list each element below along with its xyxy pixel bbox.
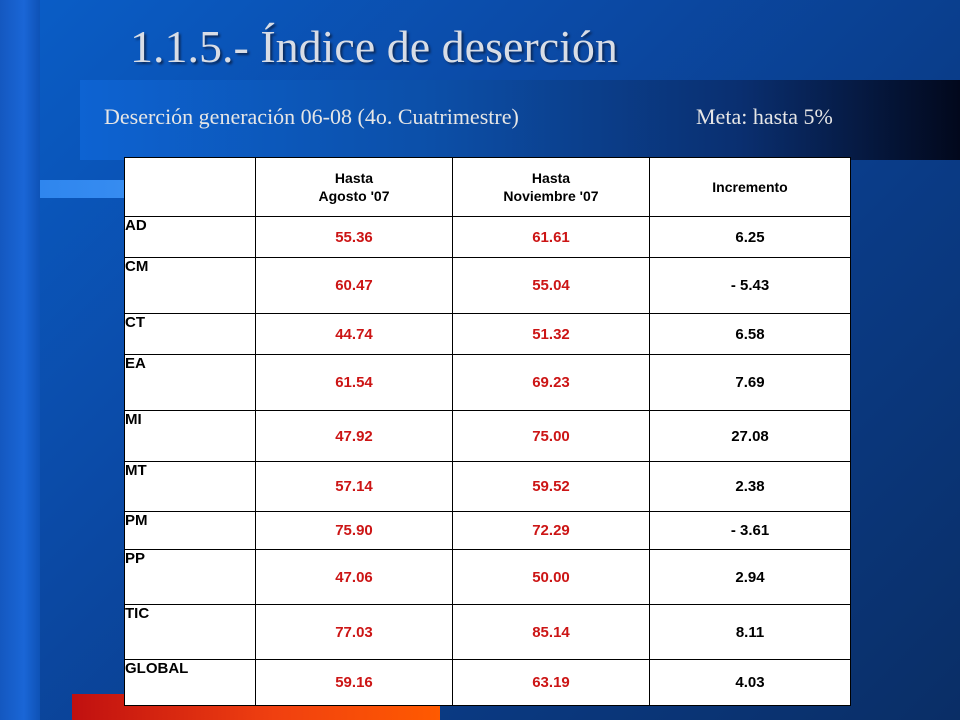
- header-agosto: Hasta Agosto '07: [255, 157, 453, 217]
- cell-noviembre: 51.32: [452, 313, 650, 355]
- table-row: GLOBAL 59.16 63.19 4.03: [124, 659, 851, 706]
- cell-agosto: 47.06: [255, 549, 453, 605]
- header-agosto-line1: Hasta: [334, 170, 374, 186]
- header-incremento: Incremento: [649, 157, 851, 217]
- header-agosto-line2: Agosto '07: [318, 188, 390, 204]
- row-label: EA: [124, 354, 256, 411]
- cell-incremento: 4.03: [649, 659, 851, 706]
- header-noviembre: Hasta Noviembre '07: [452, 157, 650, 217]
- header-incremento-label: Incremento: [712, 179, 788, 195]
- row-label: PM: [124, 511, 256, 550]
- cell-incremento: 8.11: [649, 604, 851, 660]
- header-corner: [124, 157, 256, 217]
- cell-incremento: 6.58: [649, 313, 851, 355]
- cell-noviembre: 50.00: [452, 549, 650, 605]
- row-label: MI: [124, 410, 256, 462]
- cell-incremento: 2.38: [649, 461, 851, 512]
- table-row: MI 47.92 75.00 27.08: [124, 410, 851, 462]
- row-label: TIC: [124, 604, 256, 660]
- table-row: MT 57.14 59.52 2.38: [124, 461, 851, 512]
- table-row: AD 55.36 61.61 6.25: [124, 216, 851, 258]
- cell-agosto: 77.03: [255, 604, 453, 660]
- table-row: PP 47.06 50.00 2.94: [124, 549, 851, 605]
- cell-incremento: 6.25: [649, 216, 851, 258]
- table-row: PM 75.90 72.29 - 3.61: [124, 511, 851, 550]
- cell-noviembre: 75.00: [452, 410, 650, 462]
- header-noviembre-line1: Hasta: [531, 170, 571, 186]
- cell-noviembre: 69.23: [452, 354, 650, 411]
- cell-agosto: 75.90: [255, 511, 453, 550]
- cell-agosto: 44.74: [255, 313, 453, 355]
- cell-noviembre: 85.14: [452, 604, 650, 660]
- left-decorative-bar: [0, 0, 40, 720]
- slide-title: 1.1.5.- Índice de deserción: [130, 21, 618, 72]
- cell-agosto: 57.14: [255, 461, 453, 512]
- slide-subtitle: Deserción generación 06-08 (4o. Cuatrime…: [104, 104, 519, 129]
- desertion-table: Hasta Agosto '07 Hasta Noviembre '07 Inc…: [124, 157, 851, 706]
- subtitle-band: [80, 80, 960, 160]
- cell-agosto: 59.16: [255, 659, 453, 706]
- table-row: CM 60.47 55.04 - 5.43: [124, 257, 851, 314]
- row-label: CT: [124, 313, 256, 355]
- cell-agosto: 55.36: [255, 216, 453, 258]
- header-noviembre-line2: Noviembre '07: [503, 188, 599, 204]
- table-row: CT 44.74 51.32 6.58: [124, 313, 851, 355]
- cell-incremento: 2.94: [649, 549, 851, 605]
- table-row: TIC 77.03 85.14 8.11: [124, 604, 851, 660]
- cell-incremento: 7.69: [649, 354, 851, 411]
- cell-incremento: 27.08: [649, 410, 851, 462]
- row-label: AD: [124, 216, 256, 258]
- cell-incremento: - 5.43: [649, 257, 851, 314]
- cell-incremento: - 3.61: [649, 511, 851, 550]
- goal-label: Meta: hasta 5%: [696, 104, 833, 129]
- cell-agosto: 47.92: [255, 410, 453, 462]
- row-label: GLOBAL: [124, 659, 256, 706]
- row-label: MT: [124, 461, 256, 512]
- row-label: CM: [124, 257, 256, 314]
- table-row: EA 61.54 69.23 7.69: [124, 354, 851, 411]
- cell-noviembre: 63.19: [452, 659, 650, 706]
- cell-noviembre: 55.04: [452, 257, 650, 314]
- cell-noviembre: 59.52: [452, 461, 650, 512]
- cell-noviembre: 61.61: [452, 216, 650, 258]
- row-label: PP: [124, 549, 256, 605]
- table-header-row: Hasta Agosto '07 Hasta Noviembre '07 Inc…: [124, 157, 851, 217]
- cell-agosto: 61.54: [255, 354, 453, 411]
- cell-noviembre: 72.29: [452, 511, 650, 550]
- cell-agosto: 60.47: [255, 257, 453, 314]
